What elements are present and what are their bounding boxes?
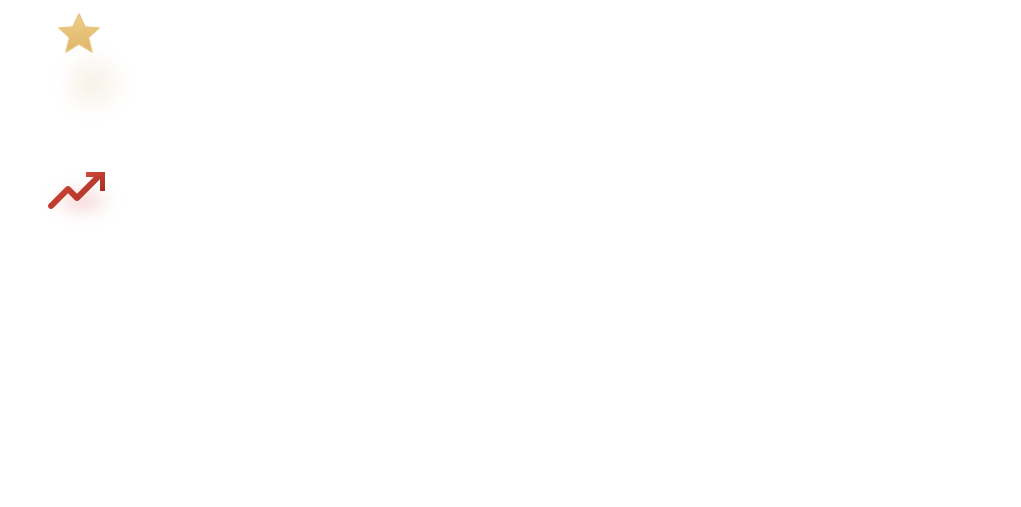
star-glow: [58, 48, 128, 118]
star-svg: [58, 13, 100, 53]
trending-up-svg: [48, 172, 105, 209]
trending-up-icon: [44, 164, 116, 220]
star-icon: [50, 10, 128, 118]
